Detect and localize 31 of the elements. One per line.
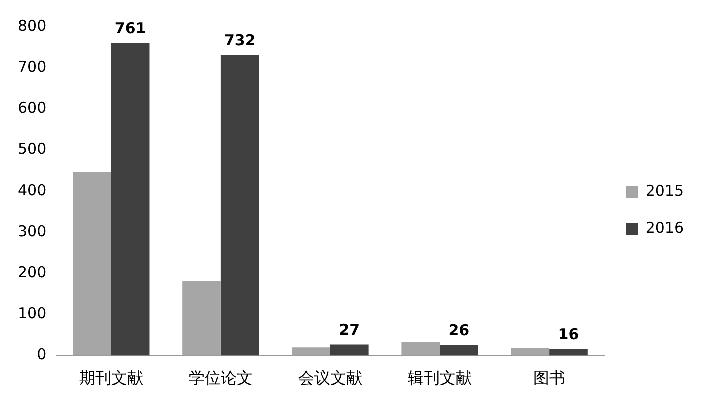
bar bbox=[440, 345, 478, 356]
bar bbox=[550, 349, 588, 356]
y-tick-label: 600 bbox=[18, 99, 47, 118]
bar bbox=[182, 281, 221, 356]
data-label: 26 bbox=[448, 322, 470, 340]
bar bbox=[73, 172, 112, 356]
legend-label: 2015 bbox=[646, 182, 684, 200]
y-tick-label: 700 bbox=[18, 58, 47, 76]
data-label: 732 bbox=[224, 31, 256, 50]
y-tick-label: 400 bbox=[18, 181, 47, 200]
x-tick-label: 图书 bbox=[534, 368, 566, 388]
y-tick-label: 300 bbox=[18, 222, 47, 240]
bar bbox=[292, 348, 330, 356]
y-tick-label: 0 bbox=[37, 346, 47, 364]
legend-label: 2016 bbox=[646, 218, 684, 237]
bar bbox=[402, 342, 440, 356]
y-tick-label: 500 bbox=[18, 140, 47, 158]
x-tick-label: 学位论文 bbox=[188, 368, 253, 388]
x-tick-label: 期刊文献 bbox=[79, 368, 144, 388]
y-tick-label: 200 bbox=[18, 263, 47, 282]
x-tick-label: 会议文献 bbox=[298, 368, 362, 388]
x-tick-label: 辑刊文献 bbox=[408, 368, 472, 388]
bar bbox=[511, 348, 550, 356]
y-tick-label: 100 bbox=[18, 304, 47, 323]
bar bbox=[111, 43, 150, 356]
data-label: 27 bbox=[339, 321, 360, 340]
bar bbox=[330, 344, 369, 356]
bar bbox=[220, 54, 260, 356]
data-label: 761 bbox=[114, 19, 146, 38]
y-tick-label: 800 bbox=[18, 16, 47, 35]
data-label: 16 bbox=[558, 326, 580, 344]
